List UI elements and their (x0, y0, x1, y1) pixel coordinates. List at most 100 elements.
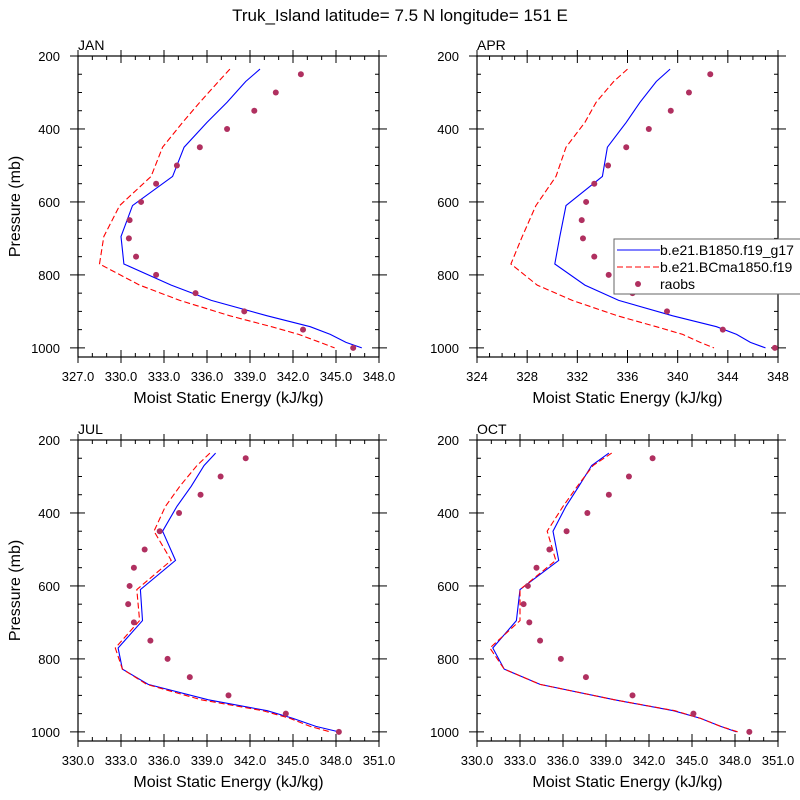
y-tick-label: 1000 (31, 725, 60, 740)
raobs-point (707, 71, 714, 78)
x-tick-label: 348.0 (320, 753, 353, 768)
series-line-bcma1850 (98, 68, 335, 349)
x-tick-label: 330.0 (62, 753, 95, 768)
raobs-point (164, 655, 171, 662)
panel-label: APR (477, 37, 506, 53)
y-tick-label: 1000 (430, 341, 459, 356)
x-axis-label: Moist Static Energy (kJ/kg) (532, 774, 722, 791)
y-tick-label: 600 (38, 195, 60, 210)
plot-frame (476, 439, 779, 742)
raobs-point (667, 107, 674, 114)
y-tick-label: 800 (38, 268, 60, 283)
raobs-point (217, 473, 224, 480)
y-tick-label: 600 (38, 579, 60, 594)
plot-area (114, 452, 342, 735)
x-axis-label: Moist Static Energy (kJ/kg) (532, 390, 722, 407)
raobs-point (582, 674, 589, 681)
x-tick-label: 333.0 (148, 369, 181, 384)
x-tick-label: 339.0 (590, 753, 623, 768)
y-tick-label: 200 (437, 49, 459, 64)
series-line-b1850 (117, 452, 340, 733)
series-line-b1850 (120, 68, 362, 349)
raobs-point (605, 162, 612, 169)
raobs-point (645, 125, 652, 132)
raobs-point (126, 217, 133, 224)
x-tick-label: 351.0 (363, 753, 396, 768)
x-tick-label: 342.0 (633, 753, 666, 768)
series-line-b1850 (554, 68, 766, 349)
y-tick-label: 800 (437, 652, 459, 667)
raobs-point (746, 728, 753, 735)
panel-label: OCT (477, 421, 507, 437)
panel-jan: JAN 327.0 330.0 333.0 336.0 339.0 342.0 345.0 34… (7, 37, 395, 407)
y-tick-label: 400 (437, 122, 459, 137)
x-tick-label: 351.0 (762, 753, 795, 768)
raobs-point (605, 491, 612, 498)
raobs-point (533, 564, 540, 571)
legend-label: raobs (660, 276, 695, 292)
raobs-point (297, 71, 304, 78)
series-line-bcma1850 (510, 68, 715, 349)
raobs-point (537, 637, 544, 644)
legend-marker-raobs (635, 281, 641, 287)
raobs-point (300, 326, 307, 333)
raobs-point (147, 637, 154, 644)
y-tick-label: 1000 (31, 341, 60, 356)
raobs-point (130, 619, 137, 626)
raobs-point (126, 582, 133, 589)
x-axis-label: Moist Static Energy (kJ/kg) (133, 390, 323, 407)
x-tick-label: 330.0 (105, 369, 138, 384)
raobs-point (141, 546, 148, 553)
x-tick-label: 336.0 (191, 369, 224, 384)
y-tick-label: 400 (38, 506, 60, 521)
plot-area (510, 68, 778, 351)
raobs-point (629, 692, 636, 699)
raobs-point (350, 344, 357, 351)
raobs-point (664, 308, 671, 315)
y-tick-label: 800 (437, 268, 459, 283)
panel-oct: OCT 330.0 333.0 336.0 339.0 342.0 345.0 348.0 35… (430, 421, 794, 791)
x-tick-label: 327.0 (62, 369, 95, 384)
x-tick-label: 330.0 (461, 753, 494, 768)
series-line-bcma1850 (114, 452, 331, 733)
raobs-point (156, 528, 163, 535)
raobs-point (563, 528, 570, 535)
raobs-point (625, 473, 632, 480)
raobs-point (649, 455, 656, 462)
y-tick-label: 400 (38, 122, 60, 137)
series-line-bcma1850 (489, 452, 739, 733)
panel-apr: APR 324 328 332 336 340 344 348 200 400 600 800 1000… (430, 37, 789, 407)
raobs-point (153, 271, 160, 278)
plot-frame (476, 55, 779, 358)
raobs-point (130, 564, 137, 571)
legend-label: b.e21.B1850.f19_g17 (660, 242, 794, 258)
plot-frame (77, 439, 380, 742)
raobs-point (546, 546, 553, 553)
y-axis-label: Pressure (mb) (7, 156, 24, 257)
x-tick-label: 336 (617, 369, 639, 384)
plot-area (98, 68, 362, 351)
y-tick-label: 800 (38, 652, 60, 667)
panel-label: JAN (78, 37, 104, 53)
raobs-point (173, 162, 180, 169)
y-tick-label: 200 (38, 433, 60, 448)
raobs-point (583, 198, 590, 205)
raobs-point (282, 710, 289, 717)
raobs-point (591, 180, 598, 187)
raobs-point (197, 491, 204, 498)
plot-frame (77, 55, 380, 358)
x-tick-label: 332 (566, 369, 588, 384)
x-tick-label: 324 (466, 369, 488, 384)
x-tick-label: 344 (717, 369, 739, 384)
raobs-point (579, 235, 586, 242)
raobs-point (224, 125, 231, 132)
legend-label: b.e21.BCma1850.f19 (660, 259, 793, 275)
y-axis-label: Pressure (mb) (7, 540, 24, 641)
raobs-point (685, 89, 692, 96)
x-tick-label: 339.0 (234, 369, 267, 384)
raobs-point (335, 728, 342, 735)
y-tick-label: 1000 (430, 725, 459, 740)
y-tick-label: 600 (437, 579, 459, 594)
raobs-point (138, 198, 145, 205)
